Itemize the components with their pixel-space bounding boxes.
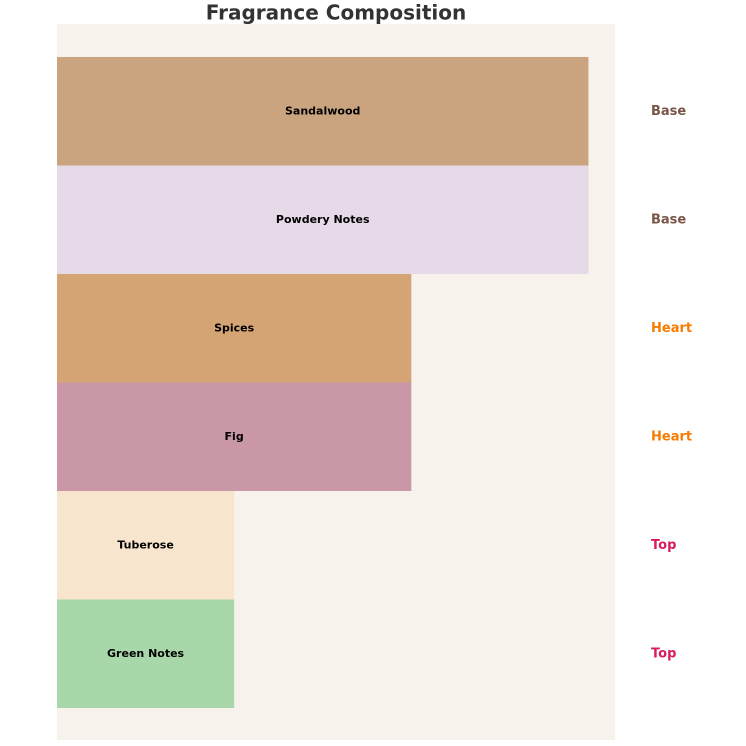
bar-label: Green Notes [107,647,185,660]
bar [57,491,235,600]
layer-label: Base [651,212,686,227]
bar-label: Powdery Notes [276,213,370,226]
bar [57,599,235,708]
layer-label: Heart [651,321,692,336]
bar [57,274,412,383]
bar [57,382,412,491]
bar-label: Fig [225,430,244,443]
bar-label: Tuberose [117,538,173,551]
layer-label: Base [651,104,686,119]
layer-label: Top [651,646,676,661]
chart-title: Fragrance Composition [206,1,467,25]
bar-label: Sandalwood [285,104,360,117]
bar-label: Spices [214,321,255,334]
bar [57,57,589,166]
bar [57,165,589,274]
layer-label: Top [651,538,676,553]
layer-label: Heart [651,429,692,444]
